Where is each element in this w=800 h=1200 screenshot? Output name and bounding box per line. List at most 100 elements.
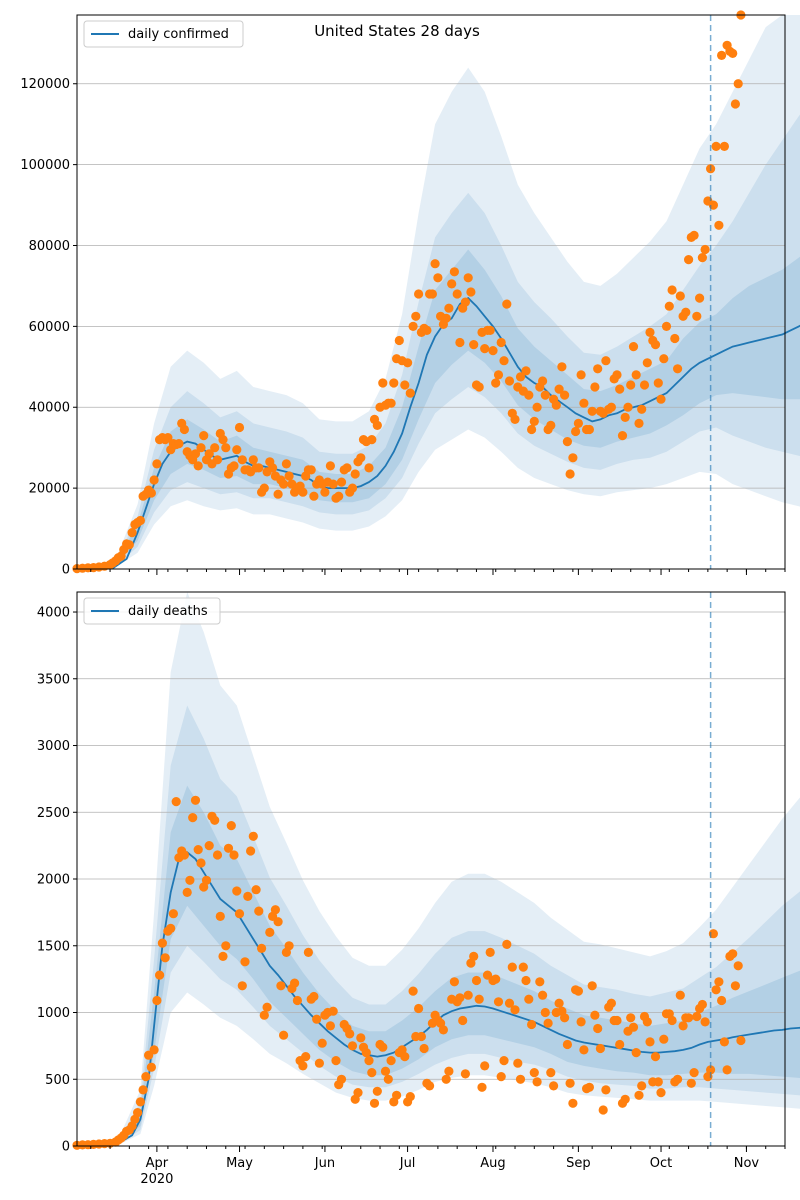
deaths-observed-point <box>593 1023 603 1034</box>
confirmed-observed-point <box>127 528 137 538</box>
deaths-observed-point <box>562 1039 573 1050</box>
deaths-ytick-label: 3000 <box>37 739 70 754</box>
confirmed-observed-point <box>510 414 520 424</box>
confirmed-observed-point <box>408 321 418 331</box>
deaths-observed-point <box>540 1007 550 1018</box>
deaths-observed-point <box>243 891 253 902</box>
deaths-observed-point <box>650 1052 661 1062</box>
confirmed-observed-point <box>356 453 366 463</box>
legend-box <box>83 597 221 625</box>
confirmed-band-middle <box>77 114 800 569</box>
confirmed-observed-point <box>496 337 506 348</box>
deaths-legend: daily deaths <box>83 597 221 625</box>
deaths-observed-point <box>135 1097 145 1107</box>
deaths-observed-point <box>728 949 738 959</box>
confirmed-observed-point <box>661 321 672 331</box>
confirmed-observed-point <box>334 491 344 501</box>
deaths-observed-point <box>392 1090 402 1100</box>
confirmed-observed-point <box>306 465 316 475</box>
confirmed-observed-point <box>452 289 462 299</box>
deaths-observed-point <box>301 1052 311 1062</box>
deaths-observed-point <box>257 943 267 954</box>
deaths-observed-point <box>697 999 708 1010</box>
confirmed-observed-point <box>692 311 702 321</box>
deaths-ytick-label: 1500 <box>37 939 70 954</box>
deaths-observed-point <box>383 1074 393 1084</box>
deaths-observed-point <box>425 1081 435 1091</box>
confirmed-observed-point <box>670 333 680 344</box>
deaths-observed-point <box>155 970 165 980</box>
confirmed-observed-point <box>711 141 721 151</box>
deaths-observed-point <box>659 1034 669 1044</box>
confirmed-observed-point <box>568 453 578 463</box>
deaths-observed-point <box>210 815 220 825</box>
deaths-observed-point <box>221 941 231 951</box>
confirmed-band-outer <box>77 15 800 569</box>
confirmed-ytick-label: 60000 <box>29 320 70 335</box>
confirmed-observed-point <box>664 301 674 311</box>
deaths-observed-point <box>573 986 584 996</box>
chart-title: United States 28 days <box>314 22 480 40</box>
confirmed-observed-point <box>719 141 730 151</box>
deaths-observed-point <box>312 1014 322 1024</box>
confirmed-observed-point <box>199 431 209 441</box>
deaths-observed-point <box>549 1081 559 1091</box>
deaths-ytick-label: 3500 <box>37 672 70 687</box>
confirmed-observed-point <box>615 384 625 394</box>
deaths-observed-point <box>480 1061 490 1071</box>
deaths-observed-point <box>317 1038 327 1048</box>
confirmed-observed-point <box>135 515 145 526</box>
deaths-observed-point <box>193 845 203 855</box>
legend-label-daily-deaths: daily deaths <box>128 604 208 619</box>
deaths-band-outer <box>77 592 800 1146</box>
deaths-observed-point <box>595 1043 606 1054</box>
deaths-observed-point <box>692 1011 702 1022</box>
deaths-observed-point <box>736 1035 746 1046</box>
deaths-ytick-label: 0 <box>62 1140 70 1155</box>
deaths-xtick-label: Oct <box>650 1156 672 1171</box>
deaths-observed-point <box>518 962 528 972</box>
deaths-observed-point <box>328 1006 338 1016</box>
deaths-observed-point <box>215 911 225 922</box>
confirmed-observed-point <box>204 449 214 459</box>
deaths-observed-point <box>138 1085 148 1095</box>
deaths-ytick-label: 2000 <box>37 873 70 888</box>
deaths-observed-point <box>449 977 459 987</box>
deaths-observed-point <box>653 1077 663 1087</box>
deaths-observed-point <box>510 1005 520 1015</box>
confirmed-observed-point <box>218 435 228 445</box>
deaths-observed-point <box>378 1042 388 1052</box>
deaths-observed-point <box>538 990 548 1000</box>
confirmed-observed-point <box>524 390 534 400</box>
confirmed-observed-point <box>234 422 245 433</box>
deaths-xtick-label: Aug <box>480 1156 505 1171</box>
deaths-observed-point <box>678 1021 688 1031</box>
deaths-observed-point <box>284 941 294 951</box>
confirmed-observed-point <box>273 489 283 499</box>
confirmed-observed-point <box>405 388 415 398</box>
confirmed-observed-point <box>557 362 567 372</box>
deaths-observed-point <box>347 1041 358 1051</box>
confirmed-observed-point <box>411 311 421 321</box>
deaths-observed-point <box>309 991 319 1002</box>
confirmed-observed-point <box>190 449 201 459</box>
deaths-observed-point <box>364 1056 374 1066</box>
confirmed-observed-point <box>281 459 291 469</box>
deaths-observed-point <box>667 1015 677 1026</box>
confirmed-panel: 0 20000 40000 60000 80000 100000 120000 United… <box>20 10 800 578</box>
confirmed-observed-point <box>433 273 443 283</box>
confirmed-observed-point <box>367 435 377 445</box>
deaths-observed-point <box>188 813 198 823</box>
confirmed-observed-point <box>499 356 509 366</box>
deaths-observed-point <box>656 1088 666 1098</box>
deaths-xtick-label: Jun <box>314 1156 335 1171</box>
confirmed-observed-point <box>455 337 465 348</box>
confirmed-observed-point <box>656 394 666 404</box>
deaths-observed-point <box>400 1052 410 1062</box>
deaths-observed-point <box>612 1015 622 1026</box>
confirmed-observed-point <box>149 475 159 485</box>
confirmed-observed-point <box>378 378 388 388</box>
confirmed-observed-point <box>427 289 437 299</box>
confirmed-observed-point <box>485 325 495 335</box>
